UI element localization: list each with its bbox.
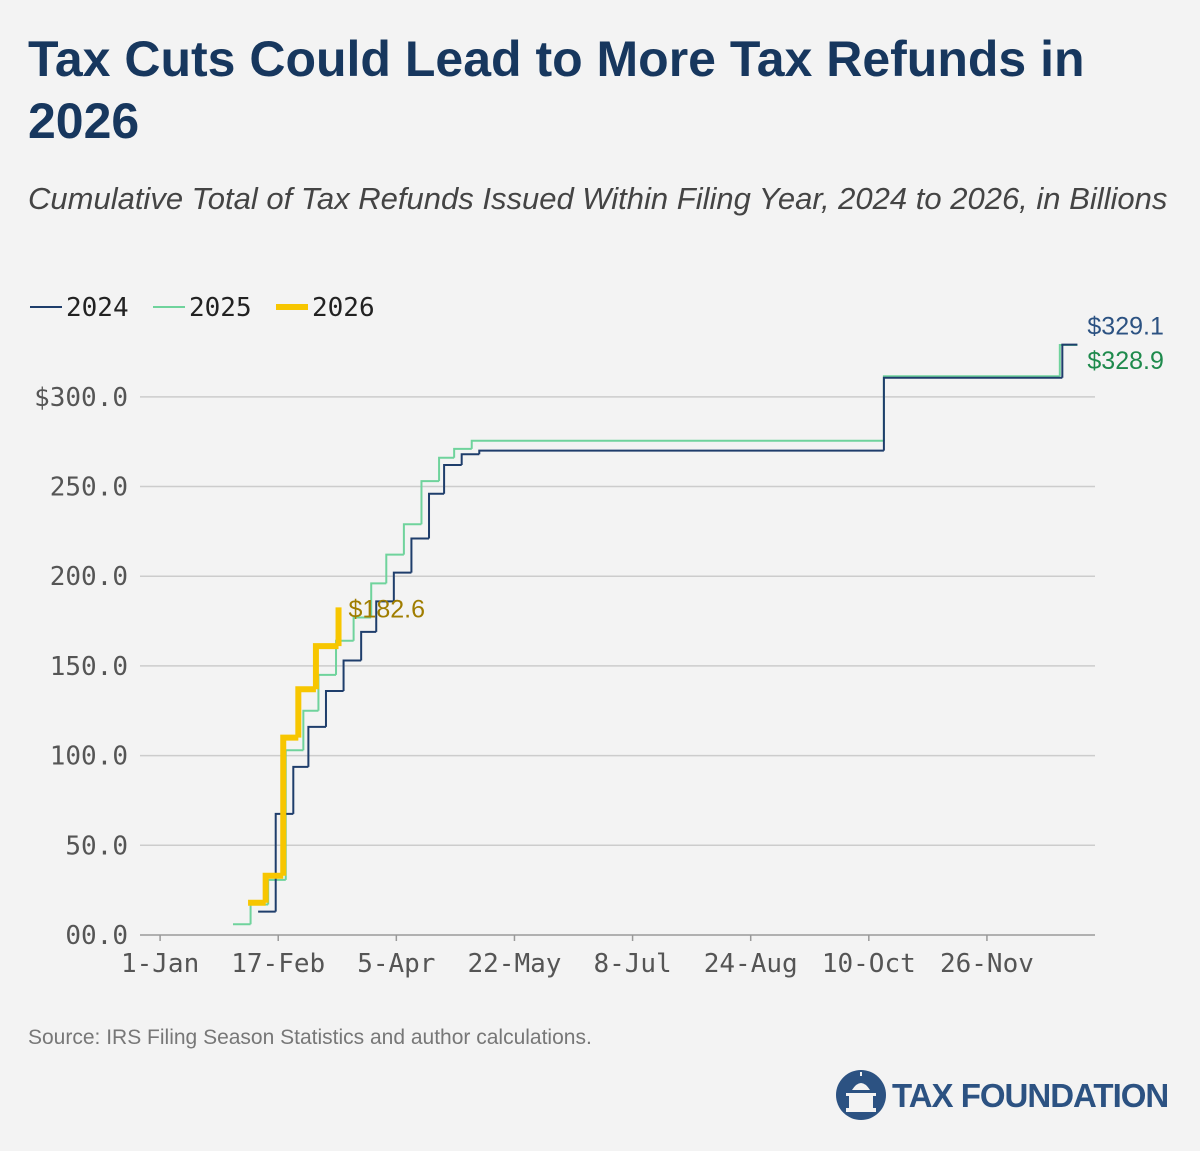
chart-subtitle: Cumulative Total of Tax Refunds Issued W…	[28, 181, 1168, 216]
x-tick-label: 1-Jan	[121, 949, 199, 979]
series-line-step	[292, 765, 309, 814]
x-tick-label: 5-Apr	[357, 949, 435, 979]
legend-label: 2024	[66, 293, 129, 323]
y-tick-label: 00.0	[65, 921, 128, 951]
legend-label: 2026	[312, 293, 375, 323]
series-line-step	[453, 447, 472, 458]
series-line-step	[470, 439, 884, 449]
series-line-step	[438, 456, 455, 482]
series-line-step	[420, 480, 440, 525]
subtitle-box: Cumulative Total of Tax Refunds Issued W…	[28, 181, 1168, 216]
series-line-step	[352, 616, 372, 641]
legend-label: 2025	[189, 293, 252, 323]
y-tick-label: 250.0	[50, 473, 128, 503]
logo-capitol	[846, 1072, 876, 1112]
y-tick-label: $300.0	[34, 383, 128, 413]
series-line-step	[274, 812, 294, 912]
y-tick-label: 100.0	[50, 742, 128, 772]
y-tick-label: 50.0	[65, 831, 128, 861]
end-value-label: $328.9	[1087, 347, 1163, 375]
logo-text: TAX FOUNDATION	[892, 1077, 1168, 1114]
series-line-step	[324, 690, 344, 727]
series-line-step	[410, 537, 430, 573]
source-note: Source: IRS Filing Season Statistics and…	[28, 1026, 592, 1049]
end-value-label: $182.6	[349, 595, 425, 623]
series-line-step	[385, 553, 404, 584]
series-line-step	[375, 600, 394, 632]
series-line-step	[443, 463, 462, 494]
series-line-step	[460, 453, 480, 465]
series-line-step	[1061, 343, 1078, 378]
end-value-label: $329.1	[1087, 313, 1163, 341]
x-tick-label: 10-Oct	[822, 949, 916, 979]
series-line-step	[360, 630, 377, 661]
series-line-step	[478, 449, 884, 455]
x-tick-label: 17-Feb	[231, 949, 325, 979]
series-line-step	[295, 686, 316, 738]
series-line-step	[312, 643, 339, 690]
chart-title: Tax Cuts Could Lead to More Tax Refunds …	[28, 31, 1085, 149]
title-box: Tax Cuts Could Lead to More Tax Refunds …	[28, 31, 1085, 149]
series-line-step	[428, 492, 445, 539]
y-tick-label: 200.0	[50, 562, 128, 592]
x-tick-label: 26-Nov	[940, 949, 1034, 979]
series-line-step	[307, 725, 326, 767]
series-line-step	[280, 734, 299, 876]
y-tick-label: 150.0	[50, 652, 128, 682]
x-tick-label: 22-May	[467, 949, 561, 979]
series-line-step	[262, 872, 284, 903]
series-line-step	[370, 582, 387, 618]
x-tick-label: 8-Jul	[593, 949, 671, 979]
series-line-step	[882, 376, 1063, 451]
series-line-step	[302, 709, 319, 751]
series-line-step	[342, 659, 362, 692]
series-line-step	[392, 571, 412, 602]
x-tick-label: 24-Aug	[704, 949, 798, 979]
series-line-step	[402, 523, 422, 555]
logo: TAX FOUNDATION	[836, 1070, 1169, 1120]
